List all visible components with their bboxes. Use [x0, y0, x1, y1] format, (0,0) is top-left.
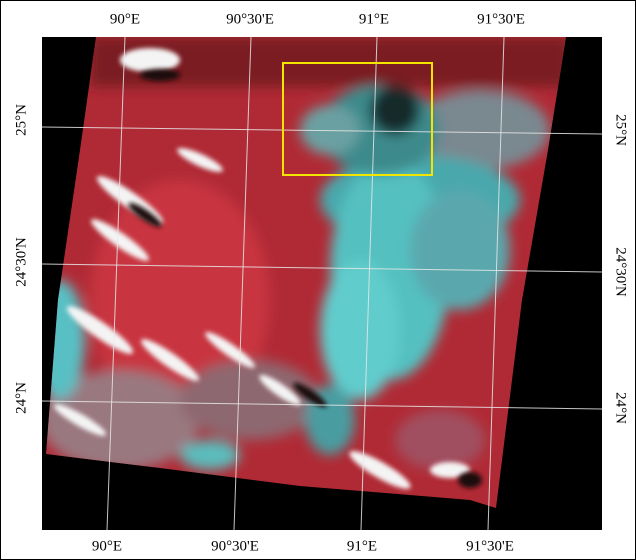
latitude-label: 24°N: [13, 382, 29, 414]
longitude-label: 90°E: [110, 11, 140, 27]
latitude-label: 25°N: [613, 114, 629, 146]
longitude-label: 91°30'E: [466, 538, 514, 554]
longitude-label: 91°30'E: [477, 11, 525, 27]
longitude-label: 91°E: [359, 11, 389, 27]
latitude-label: 24°N: [613, 392, 629, 424]
map-figure: 90°E 90°30'E 91°E 91°30'E 90°E 90°30'E 9…: [0, 0, 636, 560]
latitude-label: 24°30'N: [13, 237, 29, 287]
latitude-label: 25°N: [13, 104, 29, 136]
longitude-label: 90°30'E: [226, 11, 274, 27]
longitude-label: 90°30'E: [211, 538, 259, 554]
longitude-label: 90°E: [92, 538, 122, 554]
latitude-label: 24°30'N: [613, 247, 629, 297]
longitude-label: 91°E: [347, 538, 377, 554]
